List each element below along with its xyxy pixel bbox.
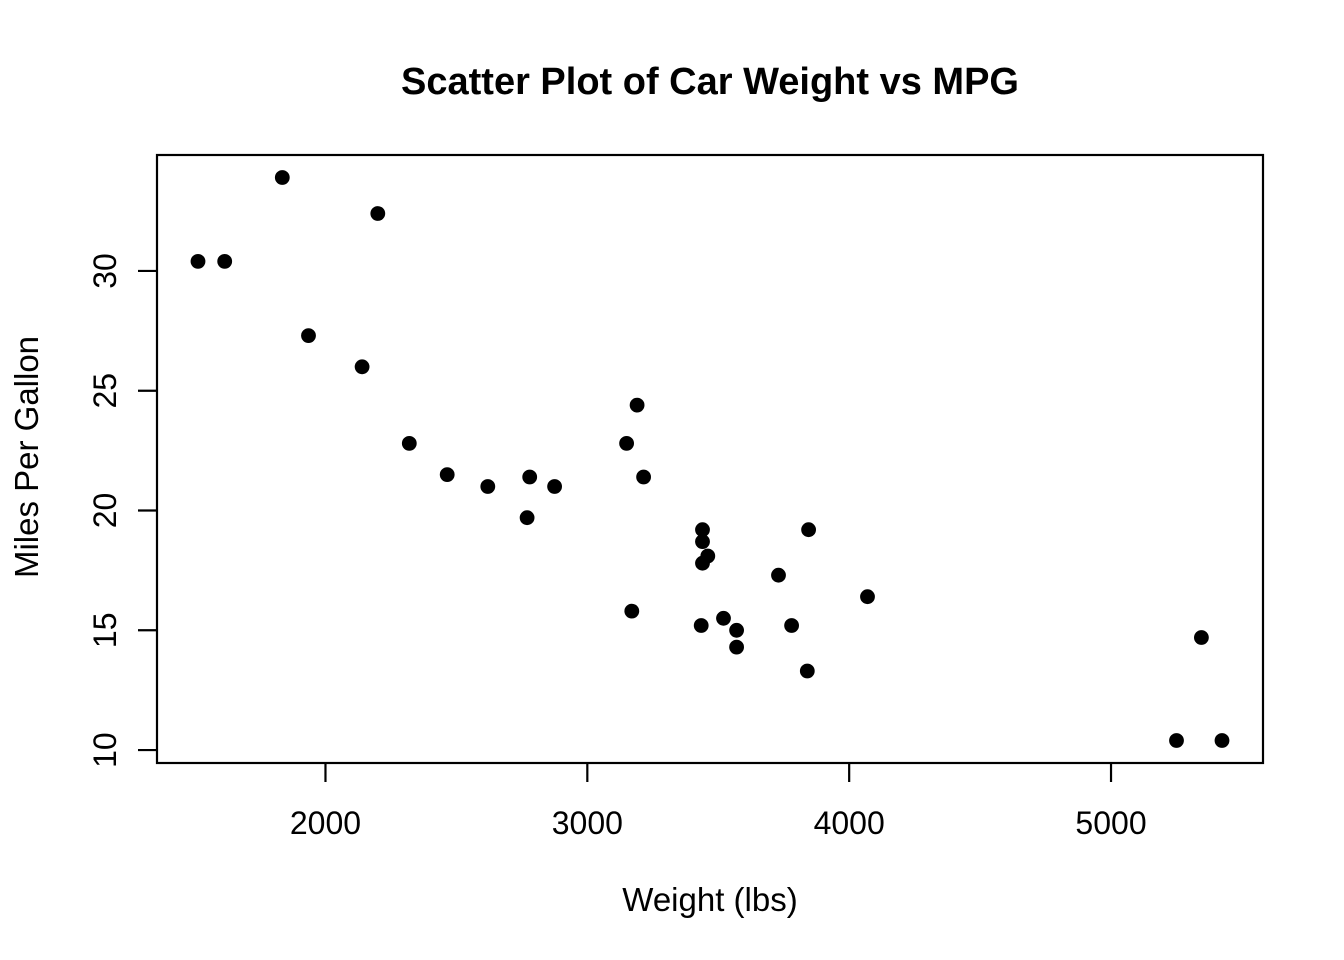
data-point [439, 467, 455, 482]
x-axis-ticks: 2000 3000 4000 5000 [290, 763, 1147, 841]
data-point [636, 469, 651, 485]
data-point [519, 510, 535, 526]
x-tick-label: 5000 [1075, 805, 1146, 841]
data-point [619, 436, 634, 451]
chart-title: Scatter Plot of Car Weight vs MPG [401, 61, 1019, 103]
data-point [801, 522, 816, 538]
data-point [1169, 733, 1184, 748]
data-point [629, 397, 645, 413]
data-point [1214, 733, 1230, 748]
x-tick-label: 4000 [814, 805, 885, 841]
data-point [354, 359, 370, 375]
data-point [370, 206, 386, 221]
y-tick-label: 30 [87, 253, 123, 289]
data-point [860, 589, 875, 605]
data-point [784, 618, 799, 633]
plot-box [155, 153, 1265, 765]
data-point [695, 555, 710, 571]
data-point [716, 610, 731, 626]
y-tick-label: 10 [87, 732, 123, 768]
x-axis-label: Weight (lbs) [622, 881, 797, 918]
data-point [1194, 630, 1209, 645]
data-point [217, 254, 233, 269]
data-point [695, 534, 710, 549]
data-points [190, 170, 1230, 748]
data-point [522, 469, 538, 485]
data-point [624, 603, 640, 619]
data-point [771, 567, 786, 583]
y-axis-label: Miles Per Gallon [8, 336, 45, 578]
data-point [274, 170, 290, 185]
x-tick-label: 2000 [290, 805, 361, 841]
data-point [401, 436, 417, 451]
y-tick-label: 15 [87, 612, 123, 648]
data-point [301, 328, 316, 343]
data-point [729, 639, 744, 655]
y-tick-label: 20 [87, 493, 123, 529]
x-tick-label: 3000 [552, 805, 623, 841]
y-axis-ticks: 10 15 20 25 30 [87, 253, 157, 768]
data-point [547, 479, 562, 494]
data-point [695, 522, 710, 538]
data-point [729, 622, 744, 638]
data-point [480, 479, 496, 494]
y-tick-label: 25 [87, 373, 123, 409]
data-point [693, 618, 709, 633]
data-point [190, 254, 206, 269]
data-point [799, 663, 815, 679]
